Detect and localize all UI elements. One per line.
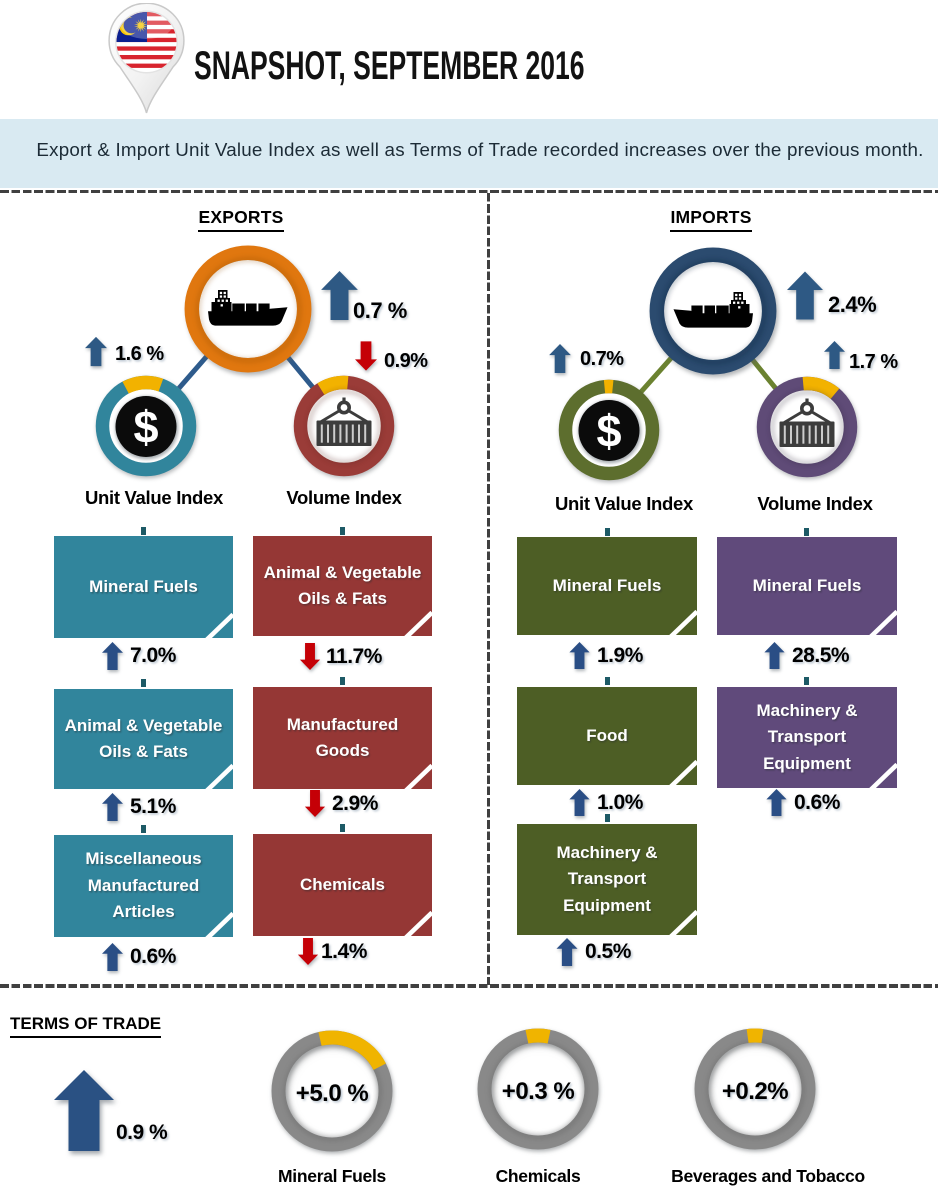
svg-text:$: $ <box>133 402 158 453</box>
svg-text:$: $ <box>596 406 621 457</box>
